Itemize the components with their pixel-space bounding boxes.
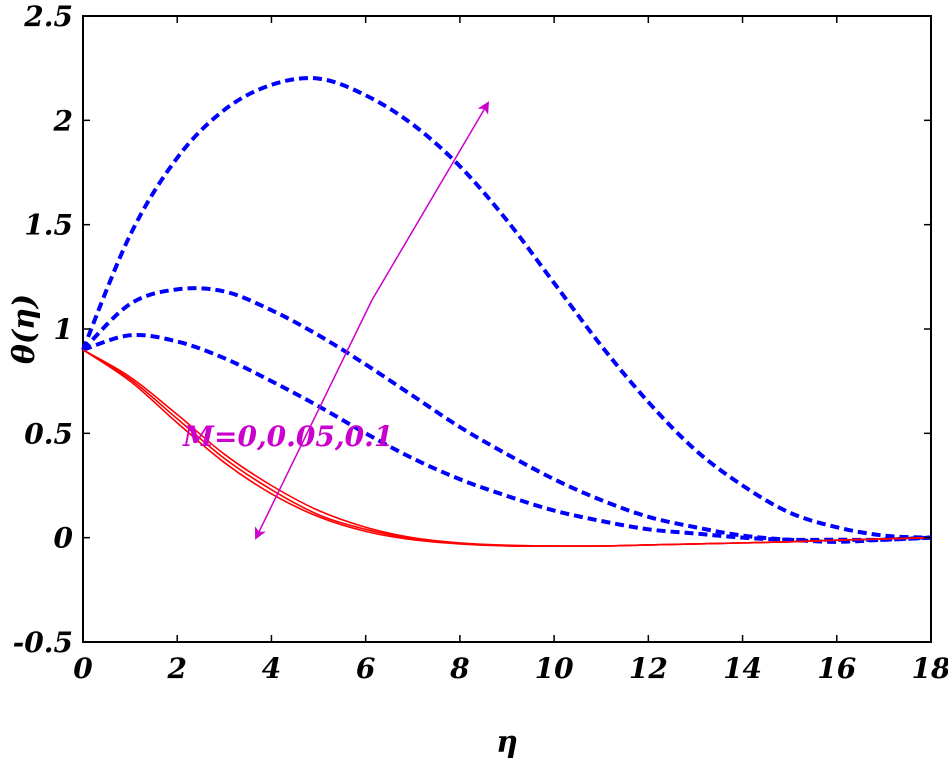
y-tick-label: 2 [53, 104, 73, 137]
annotation-label: M=0,0.05,0.1 [182, 420, 393, 453]
ticks-layer: 0 2 4 6 8 10 12 14 16 18-0.500.511.522.5 [13, 0, 948, 685]
x-tick-label: 2 [166, 652, 186, 685]
y-axis-label: θ(η) [7, 294, 42, 364]
annotation-arrow-line [254, 299, 373, 540]
x-tick-label: 4 [262, 652, 281, 685]
series-layer [81, 76, 932, 547]
x-tick-label: 16 [817, 652, 856, 685]
plot-frame [82, 15, 932, 643]
y-tick-label: -0.5 [13, 626, 73, 659]
x-tick-label: 10 [535, 652, 574, 685]
x-tick-label: 6 [356, 652, 375, 685]
annotation-arrow [254, 101, 490, 540]
x-tick-label: 12 [629, 652, 668, 685]
y-tick-label: 1.5 [24, 209, 73, 242]
x-tick-label: 18 [912, 652, 948, 685]
y-tick-label: 0.5 [24, 417, 73, 450]
annotation-arrow-line [371, 101, 490, 301]
x-axis-label: η [496, 725, 518, 760]
series-line-dashed-1 [81, 286, 932, 544]
x-tick-label: 0 [73, 652, 93, 685]
y-tick-label: 0 [54, 522, 74, 555]
x-tick-label: 14 [723, 652, 762, 685]
x-tick-label: 8 [449, 652, 469, 685]
y-tick-label: 2.5 [23, 0, 73, 33]
series-line-solid-5 [82, 349, 932, 547]
y-tick-label: 1 [54, 313, 73, 346]
series-line-dashed-2 [81, 76, 932, 540]
